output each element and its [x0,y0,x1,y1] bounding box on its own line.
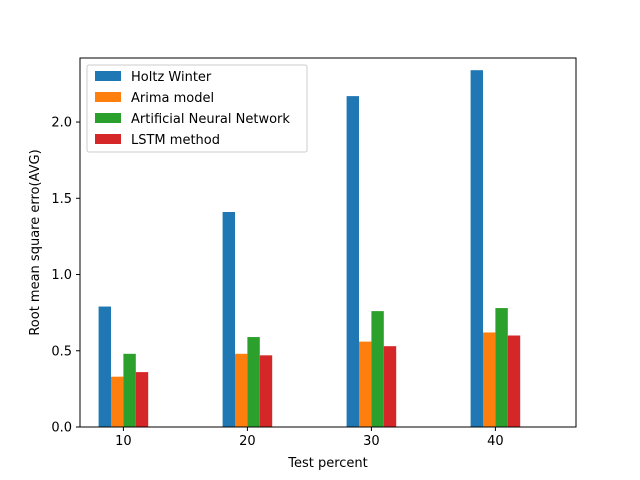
y-axis-ticks: 0.0 0.5 1.0 1.5 2.0 [51,116,80,436]
plot-frame [79,57,577,428]
bar-lstm-method-10 [135,372,149,427]
x-tick-label: 20 [239,434,256,449]
legend-swatch [95,113,121,123]
legend-swatch [95,92,121,102]
bar-holtz-winter-10 [98,306,111,427]
bar-artificial-neural-network-40 [495,308,508,427]
bar-holtz-winter-40 [470,70,483,427]
x-axis-ticks: 10 20 30 40 [115,427,504,449]
y-tick-label: 0.0 [51,421,72,436]
bar-arima-model-30 [359,341,372,427]
legend-box [86,64,308,153]
legend-swatch [95,71,121,81]
bar-arima-model-20 [235,353,248,427]
bar-holtz-winter-20 [222,212,235,427]
bar-arima-model-40 [483,332,496,427]
legend-label: Holtz Winter [131,70,212,85]
bar-artificial-neural-network-20 [247,337,260,427]
x-tick-label: 30 [363,434,380,449]
bar-arima-model-10 [111,376,124,427]
y-tick-label: 2.0 [51,116,72,131]
legend-label: LSTM method [131,133,220,148]
bar-lstm-method-40 [507,335,521,427]
y-tick-label: 1.5 [51,192,72,207]
y-tick-label: 1.0 [51,268,72,283]
x-axis-label: Test percent [287,456,368,471]
y-axis-label: Root mean square erro(AVG) [28,149,43,335]
legend-swatch [95,134,121,144]
bar-holtz-winter-30 [346,96,359,428]
legend: Holtz Winter Arima model Artificial Neural… [86,64,308,153]
bar-lstm-method-30 [383,346,397,427]
legend-label: Artificial Neural Network [131,112,290,127]
bar-artificial-neural-network-30 [371,311,384,427]
legend-label: Arima model [131,91,214,106]
bar-artificial-neural-network-10 [123,353,136,427]
bars-group [98,70,521,428]
x-tick-label: 10 [115,434,132,449]
y-tick-label: 0.5 [51,344,72,359]
bar-lstm-method-20 [259,355,273,427]
x-tick-label: 40 [487,434,504,449]
